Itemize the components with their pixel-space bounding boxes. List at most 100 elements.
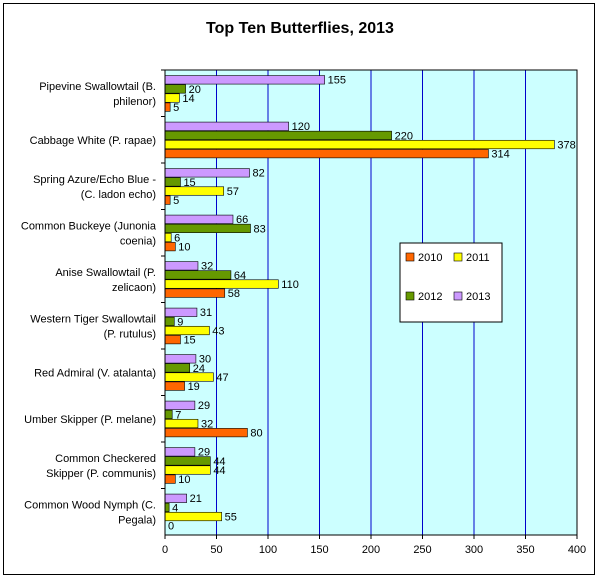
x-tick-label: 300 [465,544,483,556]
bar-2010 [164,428,248,438]
data-label: 4 [172,502,178,514]
data-label: 10 [178,241,190,253]
plot-border [164,69,578,536]
x-tick-label: 350 [516,544,534,556]
data-label: 82 [252,168,264,180]
x-tick-label: 200 [362,544,380,556]
bar-2012 [164,177,181,187]
data-label: 110 [281,279,299,291]
bar-2012 [164,502,170,512]
legend-label-2011: 2011 [466,252,490,264]
data-label: 29 [198,447,210,459]
category-label: Pegala) [118,514,156,526]
data-label: 19 [188,381,200,393]
bar-2013 [164,354,197,364]
bar-2010 [164,288,226,298]
data-label: 80 [250,427,262,439]
category-label: philenor) [113,96,156,108]
data-label: 120 [292,121,310,133]
data-label: 47 [216,372,228,384]
data-label: 58 [228,288,240,300]
data-label: 6 [174,232,180,244]
bar-2011 [164,418,199,429]
data-label: 5 [173,195,179,207]
bar-2012 [164,363,191,373]
data-label: 64 [234,270,246,282]
category-label: Pipevine Swallowtail (B. [39,81,156,93]
data-label: 44 [213,465,225,477]
category-label: Spring Azure/Echo Blue - [33,174,156,186]
legend-label-2012: 2012 [418,291,442,303]
x-tick-label: 400 [568,544,586,556]
bar-2010 [164,102,171,112]
category-label: (C. ladon echo) [81,189,156,201]
bar-2012 [164,456,211,466]
bar-2012 [164,316,175,326]
bar-2012 [164,409,173,419]
legend-swatch-2012 [405,291,415,301]
bar-2010 [164,149,489,159]
bar-2013 [164,447,196,457]
category-label: coenia) [120,235,156,247]
bar-2011 [164,279,279,289]
x-tick-label: 100 [259,544,277,556]
bar-2010 [164,474,176,484]
bar-2011 [164,232,172,243]
data-label: 29 [198,400,210,412]
category-label: zelicaon) [112,282,156,294]
bar-2013 [164,121,289,131]
bar-2013 [164,168,250,178]
bar-2012 [164,130,392,140]
data-label: 5 [173,102,179,114]
legend-swatch-2013 [453,291,463,301]
data-label: 314 [491,148,509,160]
data-label: 83 [253,223,265,235]
category-label: Western Tiger Swallowtail [30,313,156,325]
legend-label-2010: 2010 [418,252,442,264]
category-label: Common Buckeye (Junonia [21,220,157,232]
category-label: Umber Skipper (P. melane) [24,414,156,426]
category-label: Red Admiral (V. atalanta) [34,367,156,379]
bar-2010 [164,195,171,205]
data-label: 20 [189,84,201,96]
data-label: 9 [177,316,183,328]
x-tick-label: 250 [413,544,431,556]
category-label: Skipper (P. communis) [46,468,156,480]
data-label: 14 [182,93,194,105]
bar-2010 [164,381,185,391]
data-label: 24 [193,363,205,375]
category-label: (P. rutulus) [104,328,156,340]
data-label: 0 [168,520,174,532]
legend-swatch-2010 [405,252,415,262]
data-label: 31 [200,307,212,319]
x-tick-label: 150 [310,544,328,556]
bar-2010 [164,242,176,252]
legend-box [399,242,503,323]
x-tick-label: 0 [162,544,168,556]
legend-swatch-2011 [453,252,463,262]
data-label: 15 [183,334,195,346]
data-label: 32 [201,418,213,430]
x-tick-label: 50 [210,544,222,556]
data-label: 15 [183,177,195,189]
category-label: Common Wood Nymph (C. [24,499,156,511]
data-label: 155 [328,75,346,87]
data-label: 55 [225,511,237,523]
category-label: Common Checkered [55,453,156,465]
data-label: 44 [213,456,225,468]
data-label: 220 [395,130,413,142]
data-label: 10 [178,474,190,486]
bar-2010 [164,335,181,345]
data-label: 30 [199,354,211,366]
data-label: 378 [557,139,575,151]
category-label: Cabbage White (P. rapae) [30,135,156,147]
bar-2012 [164,270,232,280]
legend-label-2013: 2013 [466,291,490,303]
data-label: 57 [227,186,239,198]
chart-title: Top Ten Butterflies, 2013 [206,20,394,37]
data-label: 21 [190,493,202,505]
data-label: 7 [175,409,181,421]
bar-2013 [164,261,199,271]
bar-2013 [164,214,234,224]
